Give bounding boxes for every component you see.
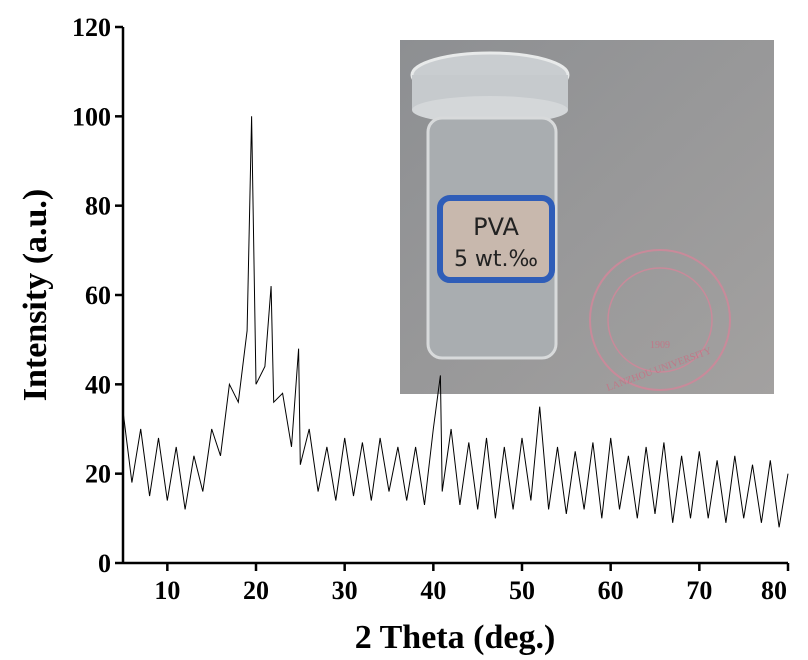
- y-tick-label: 40: [85, 370, 111, 399]
- y-axis-title: Intensity (a.u.): [17, 189, 54, 402]
- stamp-text: 1909: [650, 340, 670, 351]
- y-tick-label: 100: [72, 102, 111, 131]
- x-tick-label: 30: [332, 576, 358, 605]
- x-tick-label: 70: [686, 576, 712, 605]
- x-tick-label: 40: [420, 576, 446, 605]
- y-tick-label: 20: [85, 460, 111, 489]
- x-axis-title: 2 Theta (deg.): [355, 619, 556, 656]
- y-tick-label: 80: [85, 192, 111, 221]
- stamp: [589, 249, 731, 391]
- x-tick-label: 10: [154, 576, 180, 605]
- data-line: [122, 116, 789, 528]
- vial-label-text: 5 wt.‰: [454, 247, 538, 272]
- x-tick-label: 50: [509, 576, 535, 605]
- y-tick-label: 0: [98, 549, 111, 578]
- stamp-inner: [607, 267, 713, 373]
- vial-label: [437, 195, 555, 283]
- inset-photo: PVA 5 wt.‰ LANZHOU UNIVERSITY 1909: [400, 40, 774, 394]
- y-tick-label: 120: [72, 13, 111, 42]
- y-tick-label: 60: [85, 281, 111, 310]
- vial-label-text: PVA: [473, 213, 519, 241]
- x-tick-label: 80: [761, 576, 787, 605]
- x-tick-label: 60: [598, 576, 624, 605]
- x-tick-label: 20: [243, 576, 269, 605]
